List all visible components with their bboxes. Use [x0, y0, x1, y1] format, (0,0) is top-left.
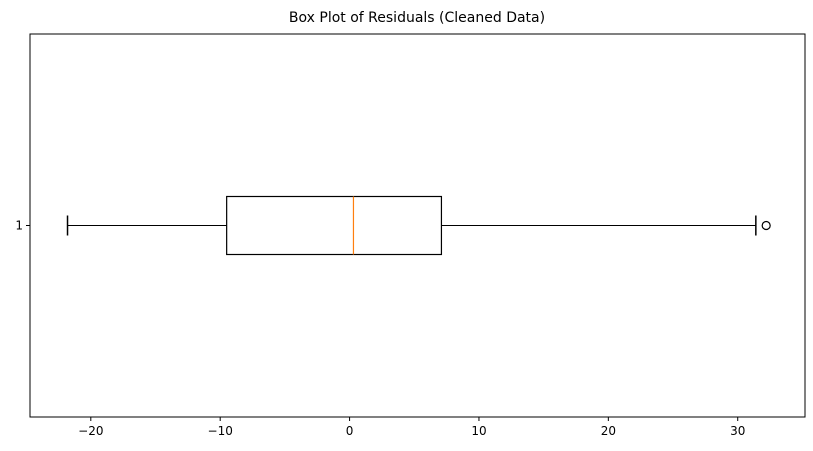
y-tick-label: 1: [15, 219, 23, 233]
interquartile-box: [226, 195, 443, 256]
x-tick-label: 30: [730, 424, 745, 438]
x-tick-label: −20: [78, 424, 103, 438]
x-tick-label: −10: [208, 424, 233, 438]
x-tick-label: 0: [346, 424, 354, 438]
x-tick-label: 20: [601, 424, 616, 438]
chart-title: Box Plot of Residuals (Cleaned Data): [289, 10, 545, 26]
y-axis: 1: [15, 219, 30, 233]
outlier-point: [761, 220, 771, 231]
box-plot-group: [66, 195, 771, 256]
x-tick-label: 10: [471, 424, 486, 438]
x-axis: −20 −10 0 10 20 30: [78, 417, 745, 438]
